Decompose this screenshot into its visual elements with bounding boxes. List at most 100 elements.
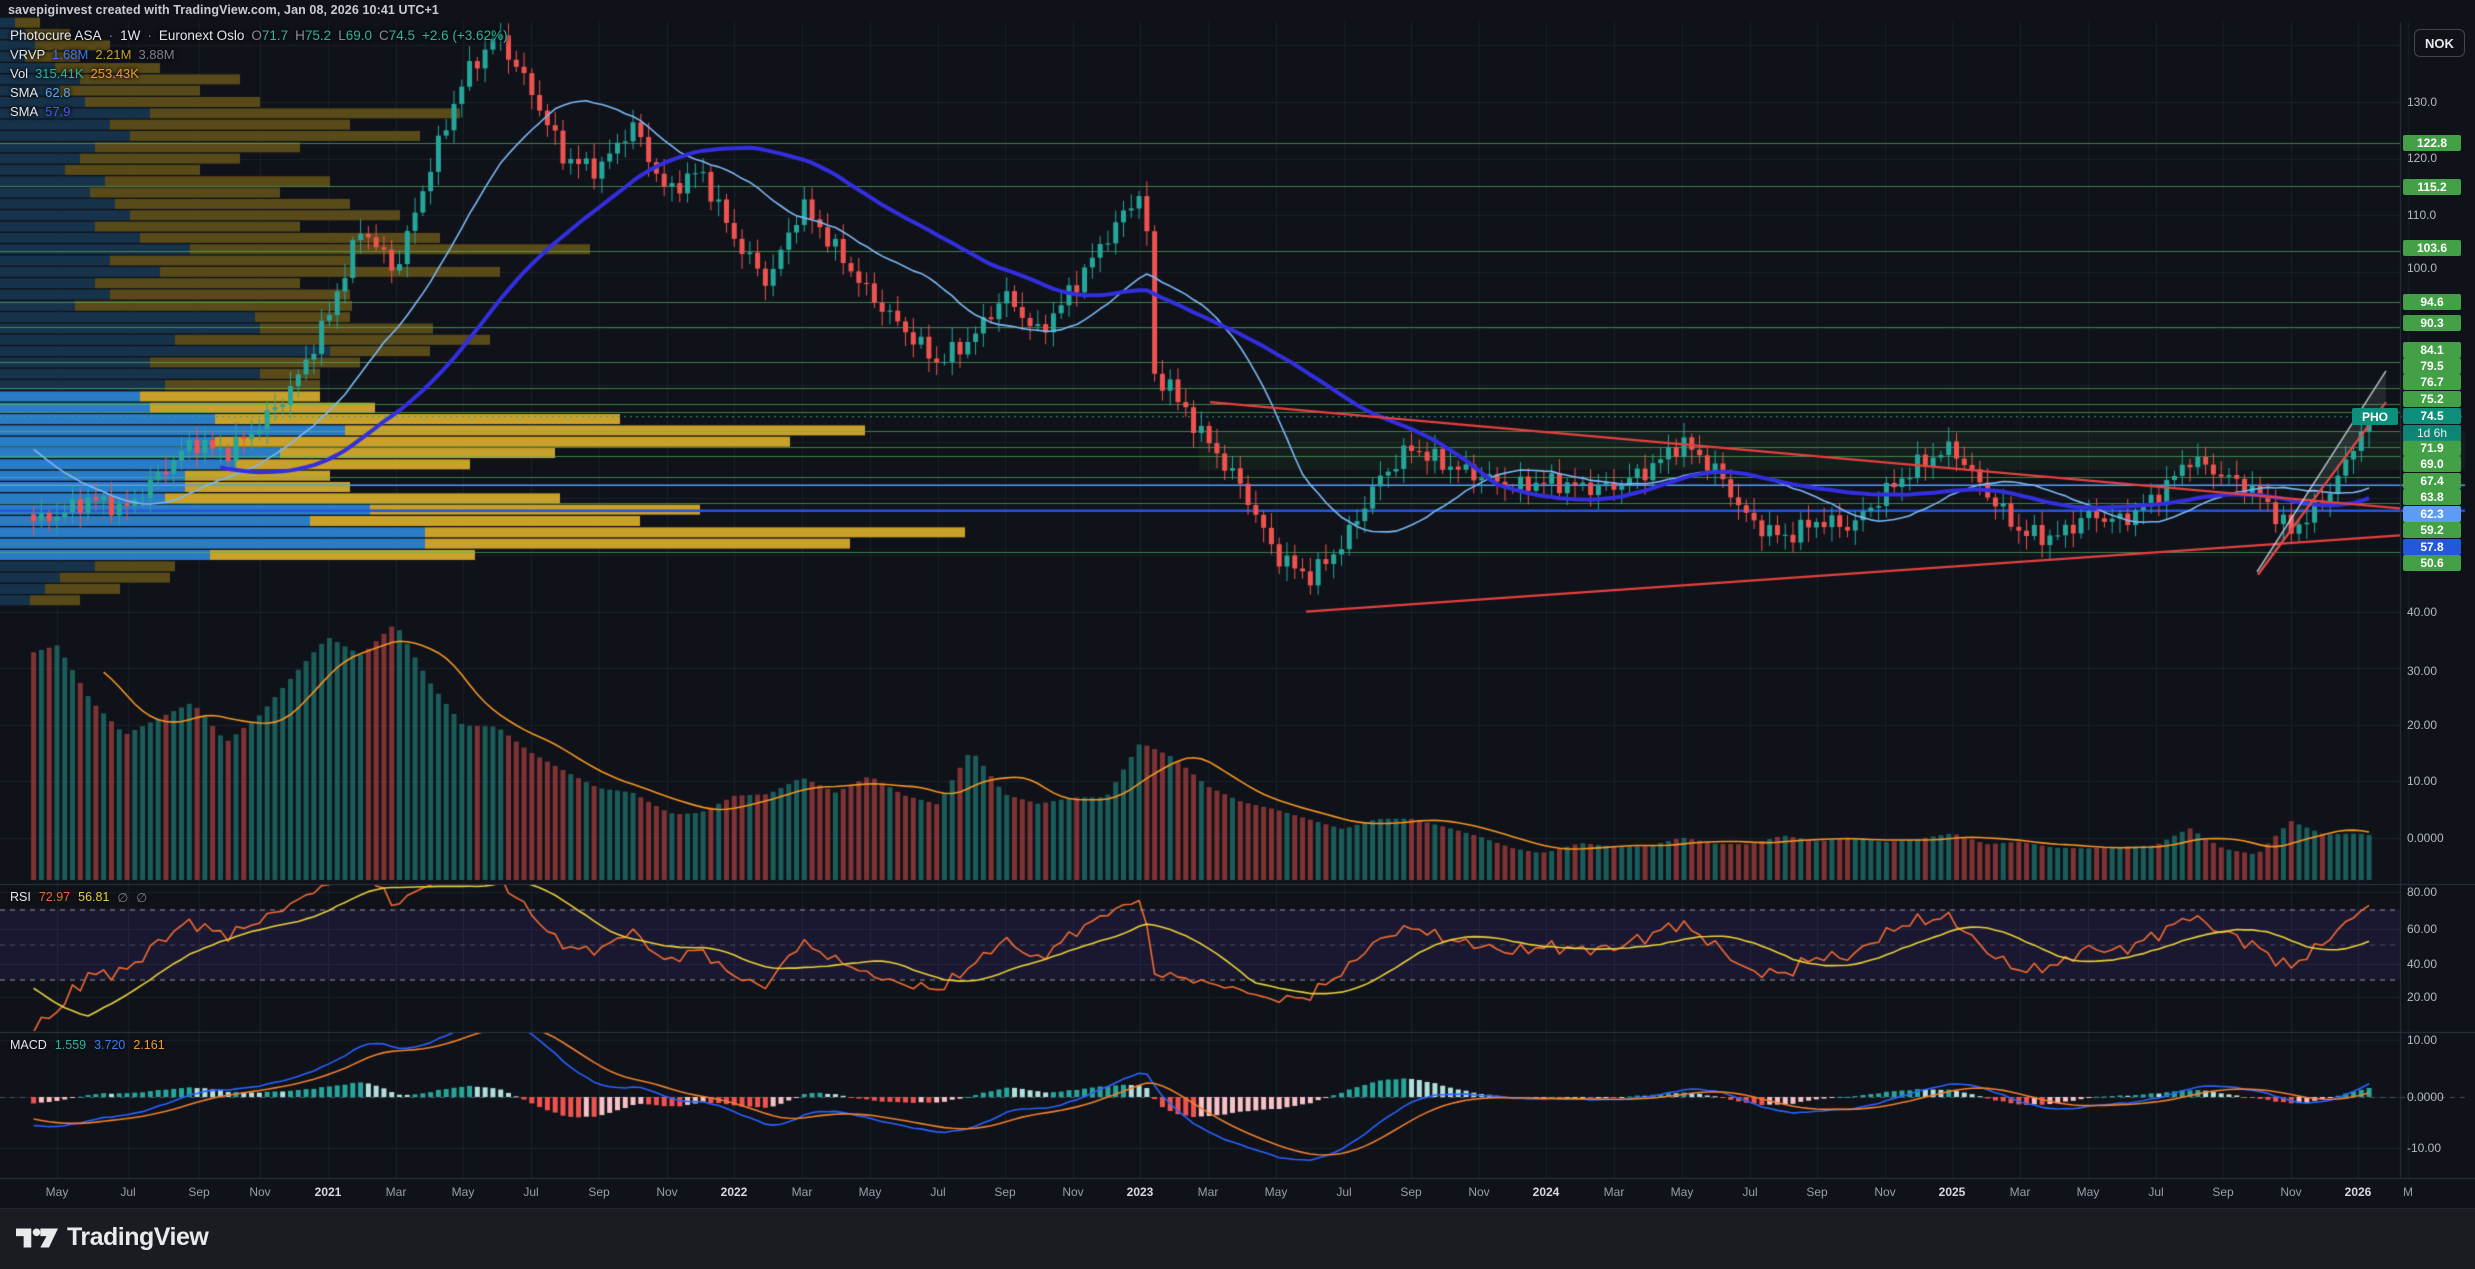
tradingview-logo[interactable]: TradingView: [16, 1223, 209, 1252]
symbol-legend-row[interactable]: Photocure ASA · 1W · Euronext Oslo O71.7…: [10, 26, 508, 45]
time-axis-month-label: Mar: [2009, 1185, 2031, 1199]
price-tick: 30.00: [2407, 664, 2438, 678]
currency-button[interactable]: NOK: [2414, 29, 2465, 57]
time-axis-month-label: Mar: [1603, 1185, 1625, 1199]
price-level-badge: 122.8: [2403, 135, 2461, 151]
tradingview-logo-icon: [16, 1227, 58, 1248]
time-axis-month-label: Sep: [1806, 1185, 1828, 1199]
time-axis-month-label: Jul: [120, 1185, 136, 1199]
last-price-badge: 74.5: [2403, 408, 2461, 424]
time-axis-year-label: 2024: [1532, 1185, 1560, 1199]
macd-label: MACD: [10, 1038, 47, 1052]
time-axis-month-label: Sep: [1400, 1185, 1422, 1199]
price-level-badge: 75.2: [2403, 391, 2461, 407]
vrvp-value-2: 2.21M: [95, 47, 132, 62]
rsi-legend-row[interactable]: RSI 72.97 56.81 ∅ ∅: [10, 890, 147, 905]
chart-legend: Photocure ASA · 1W · Euronext Oslo O71.7…: [10, 26, 508, 121]
macd-tick: -10.00: [2407, 1141, 2442, 1155]
rsi-tick: 40.00: [2407, 957, 2438, 971]
macd-legend-row[interactable]: MACD 1.559 3.720 2.161: [10, 1038, 165, 1052]
time-axis-month-label: May: [1264, 1185, 1288, 1199]
sma-fast-label: SMA: [10, 85, 39, 100]
time-axis-month-label: Sep: [2212, 1185, 2234, 1199]
price-level-badge: 84.1: [2403, 342, 2461, 358]
price-level-badge: 71.9: [2403, 440, 2461, 456]
exchange-label: Euronext Oslo: [158, 28, 245, 43]
tradingview-logo-text: TradingView: [67, 1223, 209, 1251]
time-axis-month-label: Nov: [656, 1185, 678, 1199]
price-level-badge: 94.6: [2403, 294, 2461, 310]
vrvp-value-1: 1.68M: [52, 47, 89, 62]
price-tick: 10.00: [2407, 774, 2438, 788]
time-axis-month-label: Sep: [994, 1185, 1016, 1199]
rsi-empty-icon: ∅: [117, 891, 129, 905]
time-axis-month-label: May: [858, 1185, 882, 1199]
sma-slow-legend-row[interactable]: SMA 57.9: [10, 102, 508, 121]
timeframe-label[interactable]: 1W: [120, 28, 141, 43]
time-axis-month-label: Nov: [1062, 1185, 1084, 1199]
symbol-price-chip: PHO: [2352, 408, 2398, 425]
volume-legend-row[interactable]: Vol 315.41K 253.43K: [10, 64, 508, 83]
price-level-badge: 62.3: [2403, 506, 2461, 522]
time-axis-month-label: Sep: [188, 1185, 210, 1199]
price-level-badge: 76.7: [2403, 374, 2461, 390]
sma-fast-value: 62.8: [45, 85, 71, 100]
price-level-badge: 50.6: [2403, 555, 2461, 571]
vrvp-legend-row[interactable]: VRVP 1.68M 2.21M 3.88M: [10, 45, 508, 64]
volume-value-1: 315.41K: [35, 66, 84, 81]
price-level-badge: 103.6: [2403, 240, 2461, 256]
rsi-tick: 20.00: [2407, 990, 2438, 1004]
time-axis-month-label: Jul: [930, 1185, 946, 1199]
price-tick: 40.00: [2407, 605, 2438, 619]
bar-countdown-badge: 1d 6h: [2403, 425, 2461, 441]
time-axis-month-label: Mar: [1197, 1185, 1219, 1199]
time-axis-year-label: 2023: [1126, 1185, 1154, 1199]
time-axis-year-label: 2022: [720, 1185, 748, 1199]
price-level-badge: 69.0: [2403, 456, 2461, 472]
time-axis-year-label: 2021: [314, 1185, 342, 1199]
macd-tick: 10.00: [2407, 1033, 2438, 1047]
legend-separator: ·: [147, 28, 152, 43]
price-level-badge: 90.3: [2403, 315, 2461, 331]
time-axis[interactable]: May Jul Sep Nov 2021 Mar May Jul Sep Nov 2022 Mar Ma…: [0, 1181, 2413, 1206]
change-value: +2.6 (+3.62%): [422, 28, 508, 43]
time-axis-month-label: May: [45, 1185, 69, 1199]
legend-separator: ·: [108, 28, 114, 43]
time-axis-year-label: 2025: [1938, 1185, 1966, 1199]
rsi-ma-value: 56.81: [78, 890, 110, 904]
sma-slow-label: SMA: [10, 104, 39, 119]
macd-signal-value: 2.161: [133, 1038, 165, 1052]
sma-slow-value: 57.9: [45, 104, 71, 119]
price-tick: 100.0: [2407, 261, 2438, 275]
price-tick: 0.0000: [2407, 831, 2444, 845]
bottom-bar: TradingView: [0, 1208, 2475, 1269]
price-level-badge: 67.4: [2403, 473, 2461, 489]
symbol-title: Photocure ASA: [10, 28, 102, 43]
price-tick: 120.0: [2407, 151, 2438, 165]
time-axis-month-label: May: [451, 1185, 475, 1199]
sma-fast-legend-row[interactable]: SMA 62.8: [10, 83, 508, 102]
rsi-empty-icon: ∅: [136, 891, 148, 905]
time-axis-month-label: Jul: [1742, 1185, 1758, 1199]
time-axis-month-label: Jul: [523, 1185, 539, 1199]
price-tick: 110.0: [2407, 208, 2437, 222]
time-axis-month-label: Sep: [588, 1185, 610, 1199]
time-axis-month-label: Mar: [385, 1185, 407, 1199]
time-axis-month-label: Jul: [2148, 1185, 2164, 1199]
ohlc-open: O71.7: [251, 28, 289, 43]
vrvp-value-3: 3.88M: [138, 47, 175, 62]
time-axis-month-label: May: [2076, 1185, 2100, 1199]
time-axis-month-label: Nov: [1874, 1185, 1896, 1199]
rsi-label: RSI: [10, 890, 31, 904]
price-level-badge: 59.2: [2403, 522, 2461, 538]
time-axis-month-label: Nov: [1468, 1185, 1490, 1199]
time-axis-month-label: Jul: [1336, 1185, 1352, 1199]
price-level-badge: 57.8: [2403, 539, 2461, 555]
macd-line-value: 3.720: [94, 1038, 126, 1052]
time-axis-month-label: M: [2403, 1185, 2413, 1199]
price-axis[interactable]: NOK 130.0 120.0 110.0 100.0 40.00 30.00 20.00 1…: [2401, 0, 2475, 1205]
time-axis-month-label: Nov: [2280, 1185, 2302, 1199]
price-level-badge: 63.8: [2403, 489, 2461, 505]
